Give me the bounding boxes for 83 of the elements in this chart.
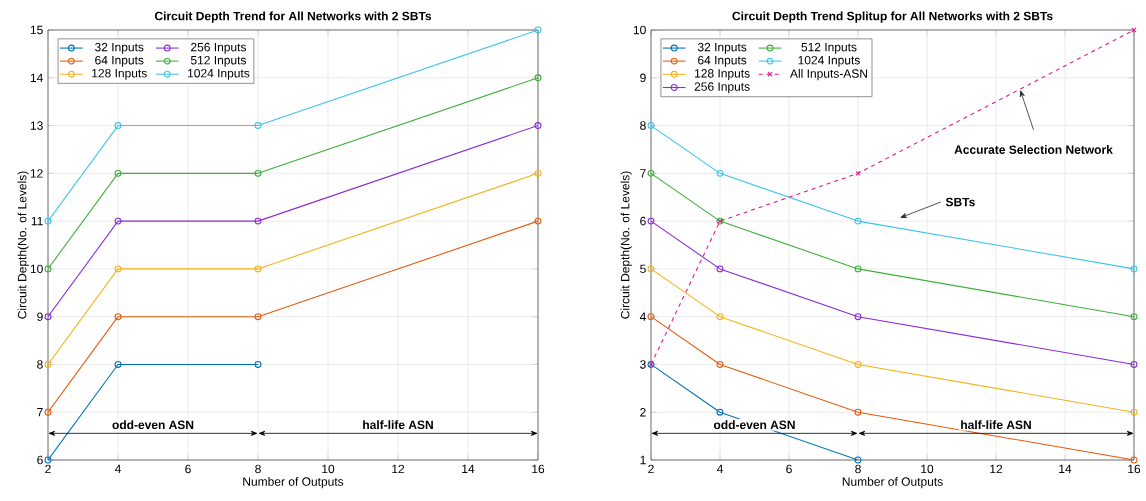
- point: [114, 217, 122, 225]
- annotation: half-life ASN: [363, 420, 433, 430]
- legend-label: 32 Inputs: [95, 42, 144, 54]
- y-tick-label: 7: [640, 169, 646, 178]
- x-tick-label: 14: [1059, 464, 1072, 473]
- point: [854, 313, 862, 321]
- x-tick-label: 4: [716, 464, 723, 473]
- point: [254, 265, 262, 273]
- legend-label: 64 Inputs: [698, 55, 747, 67]
- x-tick-label: 4: [114, 464, 121, 473]
- point: [114, 122, 122, 130]
- annotation: Accurate Selection Network: [954, 145, 1113, 154]
- legend-label: 1024 Inputs: [188, 68, 250, 80]
- y-tick-label: 8: [640, 121, 646, 130]
- x-tick-label: 2: [648, 464, 654, 474]
- y-tick-label: 10: [633, 25, 646, 35]
- point: [114, 169, 122, 177]
- x-tick-label: 2: [45, 464, 51, 474]
- x-tick-label: 16: [1128, 464, 1141, 474]
- point: [114, 360, 122, 368]
- point: [716, 360, 724, 368]
- point: [254, 169, 262, 177]
- point: [716, 313, 724, 321]
- y-tick-label: 14: [30, 73, 43, 82]
- point: [855, 170, 861, 176]
- chart-title: Circuit Depth Trend for All Networks with 2 SBTs: [154, 11, 432, 23]
- y-tick-label: 6: [37, 455, 43, 465]
- point: [854, 265, 862, 273]
- point: [254, 122, 262, 130]
- point: [254, 217, 262, 225]
- y-axis-title: Circuit Depth(No. of Levels): [620, 171, 632, 319]
- point: [114, 313, 122, 321]
- point: [716, 408, 724, 416]
- point: [254, 313, 262, 321]
- y-tick-label: 4: [639, 312, 646, 321]
- legend-label: 512 Inputs: [801, 42, 857, 54]
- y-tick-label: 5: [640, 264, 646, 274]
- legend-label: 32 Inputs: [697, 42, 747, 54]
- point: [114, 265, 122, 273]
- x-tick-label: 6: [786, 464, 792, 474]
- y-tick-label: 7: [37, 408, 43, 417]
- y-tick-label: 15: [30, 25, 43, 35]
- y-tick-label: 6: [640, 216, 646, 226]
- y-tick-label: 1: [640, 455, 646, 465]
- y-tick-label: 2: [640, 408, 646, 417]
- annotation: odd-even ASN: [112, 420, 194, 430]
- x-tick-label: 8: [255, 464, 261, 474]
- legend-label: 256 Inputs: [694, 82, 750, 94]
- legend-label: All Inputs-ASN: [789, 68, 868, 81]
- y-tick-label: 9: [37, 312, 43, 321]
- y-tick-label: 9: [640, 73, 646, 83]
- x-tick-label: 12: [392, 464, 405, 474]
- x-tick-label: 6: [185, 464, 191, 474]
- point: [854, 217, 862, 225]
- x-tick-label: 16: [532, 464, 545, 474]
- legend-label: 1024 Inputs: [798, 55, 860, 67]
- y-tick-label: 3: [640, 360, 646, 369]
- legend-label: 128 Inputs: [92, 68, 147, 80]
- x-tick-label: 8: [855, 464, 861, 474]
- point: [716, 169, 724, 177]
- point: [716, 265, 724, 273]
- x-axis-title: Number of Outputs: [243, 477, 344, 489]
- legend-label: 256 Inputs: [191, 42, 247, 54]
- y-tick-label: 8: [37, 360, 43, 369]
- annotation: SBTs: [945, 197, 975, 207]
- legend-label: 64 Inputs: [95, 55, 144, 67]
- point: [854, 360, 862, 368]
- x-tick-label: 14: [462, 464, 475, 473]
- y-tick-label: 12: [30, 169, 43, 178]
- y-tick-label: 11: [31, 216, 43, 226]
- annotation: odd-even ASN: [713, 420, 795, 430]
- y-tick-label: 10: [30, 264, 43, 274]
- chart-title: Circuit Depth Trend Splitup for All Networks with 2 SBTs: [732, 11, 1053, 23]
- point: [854, 408, 862, 416]
- x-tick-label: 12: [990, 464, 1003, 474]
- legend-label: 128 Inputs: [695, 69, 750, 80]
- y-tick-label: 13: [30, 121, 43, 130]
- legend-label: 512 Inputs: [190, 55, 247, 67]
- annotation: half-life ASN: [961, 420, 1031, 430]
- y-axis-title: Circuit Depth(No. of Levels): [17, 171, 29, 319]
- x-axis-title: Number of Outputs: [842, 477, 943, 489]
- x-tick-label: 10: [322, 464, 335, 474]
- x-tick-label: 10: [921, 464, 934, 474]
